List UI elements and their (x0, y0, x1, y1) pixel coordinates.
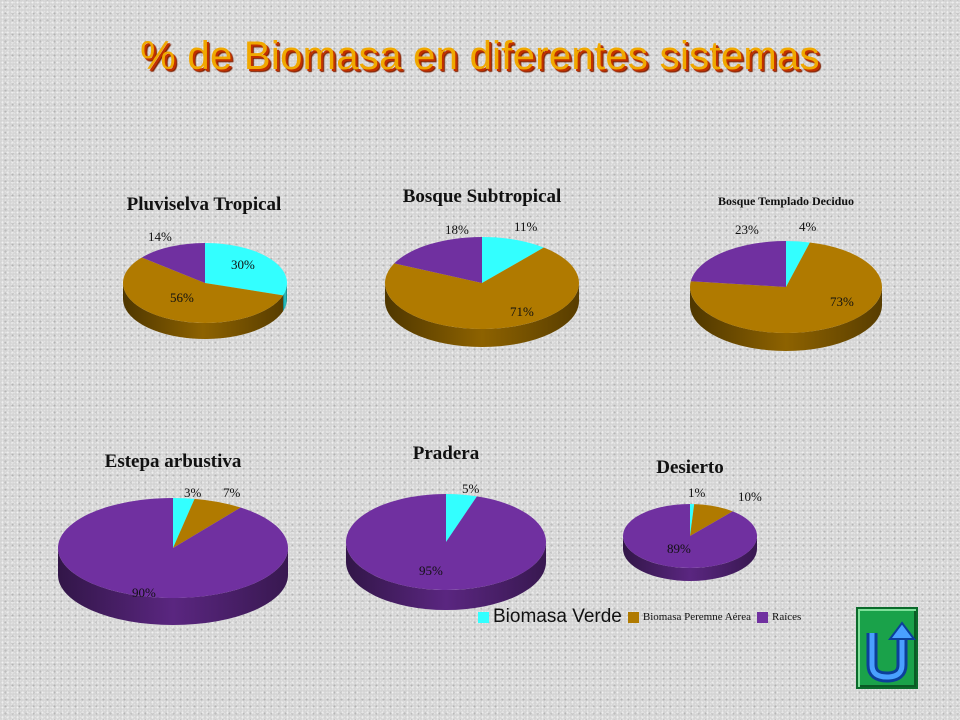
pie-5: Pradera 5% 95% (346, 443, 547, 610)
pie-1-side-1 (123, 283, 283, 339)
pie-4-label-0: 3% (184, 485, 202, 500)
pie-6-title: Desierto (656, 457, 724, 478)
pie-3-slice-1 (690, 242, 883, 334)
pie-2-side-1 (385, 283, 579, 347)
pie-4-label-1: 7% (223, 485, 241, 500)
page-title: % de Biomasa en diferentes sistemas (140, 34, 820, 78)
legend-item-perenne: Biomasa Peremne Aérea (627, 611, 751, 623)
pie-4-label-2: 90% (132, 585, 156, 600)
pie-1-label-1: 56% (170, 290, 194, 305)
pie-6-slice-1 (690, 504, 733, 536)
legend-label-raices: Raíces (772, 611, 802, 623)
pie-6-side-2 (623, 536, 757, 581)
pie-3-label-2: 23% (735, 222, 759, 237)
pie-4-side-2 (58, 548, 288, 625)
pie-1-slice-1 (122, 257, 283, 324)
pie-5-side-1 (346, 542, 546, 610)
pie-2-label-1: 71% (510, 304, 534, 319)
pie-3: Bosque Templado Deciduo 4% 73% 23% (690, 194, 883, 351)
pie-6-slice-0 (690, 504, 695, 536)
return-button[interactable] (856, 607, 918, 689)
pie-2-title: Bosque Subtropical (403, 186, 562, 207)
pie-2-slice-1 (385, 247, 579, 330)
pie-4-title: Estepa arbustiva (105, 451, 242, 472)
legend-item-raices: Raíces (757, 611, 801, 623)
pie-1-title: Pluviselva Tropical (127, 194, 282, 215)
legend-label-verde: Biomasa Verde (493, 606, 622, 627)
pie-1-label-0: 30% (231, 257, 255, 272)
legend: Biomasa Verde Biomasa Peremne Aérea Raíc… (478, 606, 807, 628)
pie-2-slice-0 (482, 237, 544, 283)
pie-1-slice-0 (205, 243, 287, 296)
pie-6-slice-2 (623, 504, 757, 568)
pie-5-title: Pradera (413, 443, 480, 464)
pie-3-side-1 (690, 287, 882, 351)
pie-3-slice-0 (786, 241, 810, 287)
pie-6-label-0: 1% (688, 485, 706, 500)
pie-6-label-2: 89% (667, 541, 691, 556)
legend-swatch-perenne (627, 611, 639, 623)
pie-5-slice-1 (346, 494, 547, 591)
pie-1-label-2: 14% (148, 229, 172, 244)
legend-label-perenne: Biomasa Peremne Aérea (642, 611, 751, 623)
legend-swatch-verde (478, 611, 489, 623)
pie-6: Desierto 1% 10% 89% (623, 457, 762, 581)
pie-4-slice-2 (58, 498, 288, 599)
pie-5-label-1: 95% (419, 563, 443, 578)
pie-2-label-2: 18% (445, 222, 469, 237)
pie-2-label-0: 11% (514, 219, 538, 234)
legend-item-verde: Biomasa Verde (478, 606, 622, 628)
pie-5-label-0: 5% (462, 481, 480, 496)
pie-2: Bosque Subtropical 11% 71% 18% (385, 186, 579, 347)
pie-3-slice-2 (690, 241, 786, 287)
pie-4-slice-1 (173, 498, 241, 548)
pie-4: Estepa arbustiva 3% 7% 90% (58, 451, 288, 625)
pie-2-slice-2 (394, 237, 482, 283)
legend-swatch-raices (757, 611, 768, 623)
u-turn-arrow-icon (866, 621, 916, 683)
pie-3-label-1: 73% (830, 294, 854, 309)
pie-6-label-1: 10% (738, 489, 762, 504)
pie-3-title: Bosque Templado Deciduo (718, 194, 854, 208)
pie-4-slice-0 (173, 498, 195, 548)
pie-5-slice-0 (446, 494, 477, 542)
pie-1-slice-2 (141, 243, 205, 283)
pie-3-label-0: 4% (799, 219, 817, 234)
pie-1-side-0 (282, 283, 287, 312)
pie-1: Pluviselva Tropical 30% 56% 14% (122, 194, 287, 339)
